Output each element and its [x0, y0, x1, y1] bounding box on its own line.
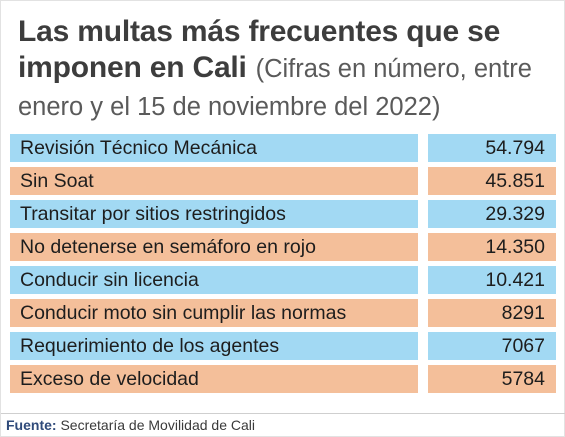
- title-subtitle: (Cifras en número, entre enero y el 15 d…: [18, 55, 532, 121]
- title-main: Las multas más frecuentes que se imponen…: [18, 15, 501, 84]
- row-value: 5784: [428, 365, 556, 393]
- row-value: 10.421: [428, 266, 556, 294]
- row-value: 7067: [428, 332, 556, 360]
- table-row: Transitar por sitios restringidos 29.329: [10, 200, 556, 228]
- table-row: Requerimiento de los agentes 7067: [10, 332, 556, 360]
- row-value: 45.851: [428, 167, 556, 195]
- row-label: Exceso de velocidad: [10, 365, 418, 393]
- table-row: No detenerse en semáforo en rojo 14.350: [10, 233, 556, 261]
- row-label: Sin Soat: [10, 167, 418, 195]
- row-label: Transitar por sitios restringidos: [10, 200, 418, 228]
- row-value: 8291: [428, 299, 556, 327]
- row-label: No detenerse en semáforo en rojo: [10, 233, 418, 261]
- row-value: 29.329: [428, 200, 556, 228]
- row-label: Conducir moto sin cumplir las normas: [10, 299, 418, 327]
- table-row: Exceso de velocidad 5784: [10, 365, 556, 393]
- infographic-title: Las multas más frecuentes que se imponen…: [18, 13, 553, 125]
- row-value: 54.794: [428, 134, 556, 162]
- source-value: Secretaría de Movilidad de Cali: [60, 417, 255, 433]
- row-label: Requerimiento de los agentes: [10, 332, 418, 360]
- table-row: Conducir sin licencia 10.421: [10, 266, 556, 294]
- source-label: Fuente:: [6, 417, 57, 433]
- table-row: Revisión Técnico Mecánica 54.794: [10, 134, 556, 162]
- fines-table: Revisión Técnico Mecánica 54.794 Sin Soa…: [10, 134, 556, 398]
- table-row: Conducir moto sin cumplir las normas 829…: [10, 299, 556, 327]
- table-row: Sin Soat 45.851: [10, 167, 556, 195]
- row-label: Conducir sin licencia: [10, 266, 418, 294]
- row-value: 14.350: [428, 233, 556, 261]
- source-footer: Fuente: Secretaría de Movilidad de Cali: [1, 413, 565, 437]
- row-label: Revisión Técnico Mecánica: [10, 134, 418, 162]
